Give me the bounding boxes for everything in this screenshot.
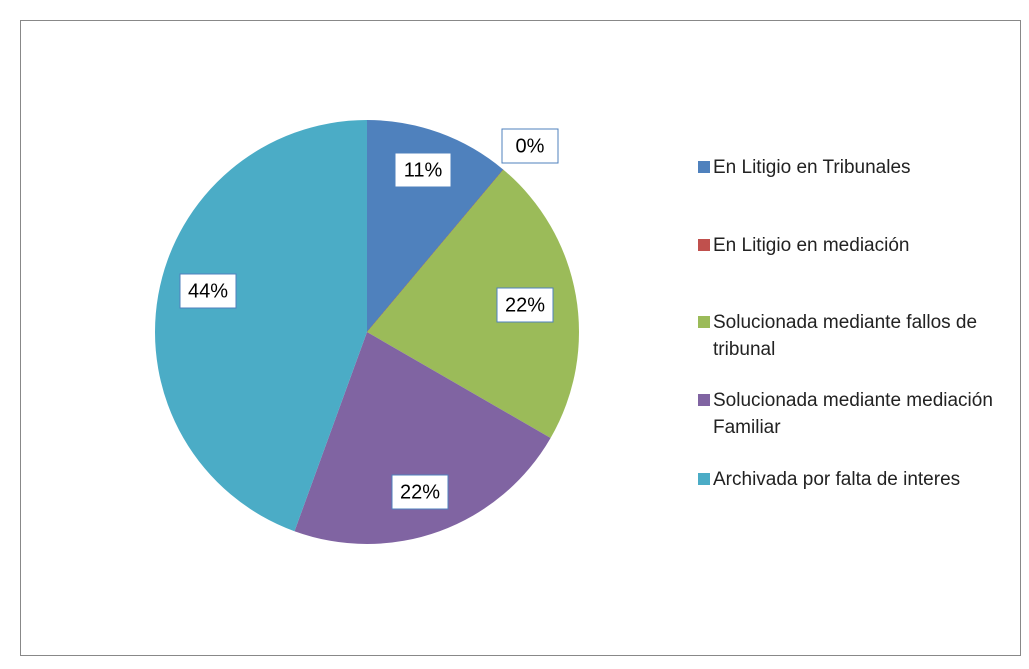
data-label: 0%: [516, 135, 545, 157]
legend-item: En Litigio en mediación: [698, 232, 998, 259]
pie-slice: [155, 120, 367, 532]
data-label: 22%: [505, 294, 545, 316]
legend-item: Solucionada mediante fallos de tribunal: [698, 309, 998, 363]
data-label-box: [179, 273, 237, 309]
pie-slice: [294, 332, 551, 544]
legend-swatch: [698, 316, 710, 328]
data-label-box: [394, 152, 452, 188]
legend-label: Solucionada mediante fallos de tribunal: [713, 312, 978, 360]
data-label-box: [496, 287, 554, 323]
legend-swatch: [698, 394, 710, 406]
legend-item: Solucionada mediante mediación Familiar: [698, 387, 998, 441]
legend-label: Archivada por falta de interes: [713, 469, 961, 490]
legend-item: Archivada por falta de interes: [698, 466, 998, 493]
legend-swatch: [698, 473, 710, 485]
legend-label: Solucionada mediante mediación Familiar: [713, 390, 993, 438]
legend-item: En Litigio en Tribunales: [698, 154, 998, 181]
pie-slice: [367, 169, 579, 438]
data-label: 44%: [188, 280, 228, 302]
chart-frame: [20, 20, 1021, 656]
data-label-box: [501, 128, 559, 164]
data-label: 11%: [404, 159, 443, 181]
legend-swatch: [698, 161, 710, 173]
legend-swatch: [698, 239, 710, 251]
data-label: 22%: [400, 481, 440, 503]
data-label-box: [391, 474, 449, 510]
legend-label: En Litigio en Tribunales: [713, 157, 911, 178]
legend-label: En Litigio en mediación: [713, 235, 910, 256]
